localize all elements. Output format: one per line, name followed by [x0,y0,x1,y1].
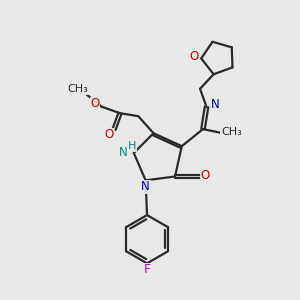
Text: N: N [210,98,219,111]
Text: O: O [104,128,113,141]
Text: CH₃: CH₃ [68,84,88,94]
Text: O: O [91,97,100,110]
Text: O: O [190,50,199,64]
Text: H: H [128,142,136,152]
Text: N: N [118,146,127,159]
Text: F: F [143,263,151,276]
Text: CH₃: CH₃ [221,127,242,137]
Text: O: O [201,169,210,182]
Text: N: N [141,180,150,193]
